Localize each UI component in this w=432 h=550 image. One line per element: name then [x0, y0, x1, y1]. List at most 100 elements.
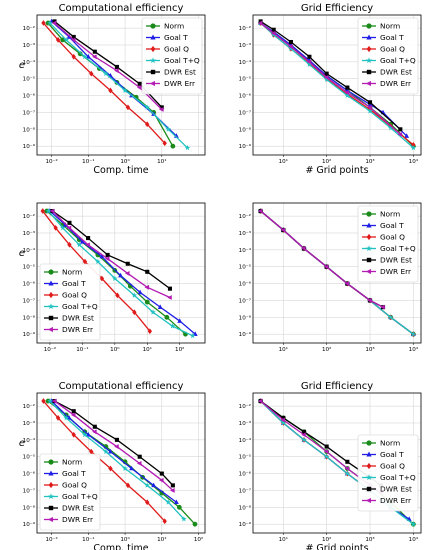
legend-entry: DWR Err — [362, 79, 412, 88]
x-tick-label: 10² — [194, 536, 203, 543]
x-tick-label: 10⁴ — [409, 536, 419, 543]
y-tick-label: 10⁻³ — [239, 230, 251, 237]
panel-5: 10⁻² 10⁻¹ 10⁰ 10¹ 10² 10⁻² 10⁻³ 10⁻⁴ 10⁻⁵ 10⁻⁶ 10⁻… — [19, 381, 206, 550]
data-point — [147, 328, 153, 335]
data-point — [103, 70, 109, 77]
series-line — [260, 22, 401, 135]
x-axis-label: Comp. time — [93, 543, 148, 550]
data-point — [345, 85, 350, 90]
series-dwr-est — [50, 209, 173, 291]
data-point — [151, 482, 157, 488]
legend-marker — [149, 57, 157, 64]
legend-marker — [47, 493, 55, 500]
legend-marker — [150, 34, 156, 40]
legend-marker — [366, 257, 372, 263]
legend-label: Norm — [62, 268, 82, 277]
x-tick-label: 10² — [322, 346, 331, 353]
data-point — [144, 104, 151, 110]
series-goal-t — [49, 398, 179, 505]
legend-entry: Goal T — [44, 469, 86, 478]
y-tick-label: 10⁻⁶ — [23, 471, 36, 478]
legend: Norm Goal T Goal Q Goal T+Q DWR Est DWR Err — [357, 17, 419, 95]
data-point — [307, 54, 312, 59]
data-point — [159, 107, 164, 112]
x-axis-label: # Grid points — [305, 165, 368, 176]
data-point — [82, 258, 88, 265]
data-point — [92, 49, 97, 54]
data-point — [345, 459, 350, 464]
legend-entry: DWR Est — [44, 314, 94, 323]
legend-entry: DWR Err — [44, 325, 94, 334]
legend-entry: Goal T — [362, 450, 404, 459]
data-point — [92, 424, 97, 429]
data-point — [92, 54, 97, 60]
plot-frame — [36, 202, 206, 344]
y-tick-label: 10⁻² — [23, 213, 35, 220]
data-point — [144, 284, 150, 290]
legend-marker — [366, 486, 372, 492]
data-point — [125, 104, 131, 111]
legend-label: Goal T+Q — [380, 473, 416, 482]
panel-1: 10⁻² 10⁻¹ 10⁰ 10¹ 10⁻² 10⁻³ 10⁻⁴ 10⁻⁵ 10⁻⁶ 10⁻⁷ 10… — [19, 3, 206, 176]
data-point — [184, 144, 191, 151]
legend-marker — [48, 291, 54, 299]
data-point — [404, 133, 410, 138]
data-point — [47, 398, 53, 404]
legend-entry: Goal Q — [362, 45, 405, 54]
y-tick-label: 10⁻⁹ — [239, 331, 252, 338]
y-tick-label: 10⁻⁵ — [239, 454, 251, 461]
data-point — [53, 225, 58, 231]
legend-marker — [366, 23, 372, 29]
series-dwr-est — [52, 399, 175, 488]
data-point — [397, 131, 403, 137]
y-tick-label: 10⁻⁴ — [239, 247, 252, 254]
y-tick-label: 10⁻⁴ — [239, 437, 252, 444]
y-tick-label: 10⁻⁸ — [239, 126, 252, 133]
data-point — [85, 242, 90, 248]
data-point — [288, 39, 293, 45]
panel-2: 10¹ 10² 10³ 10⁴ 10⁻² 10⁻³ 10⁻⁴ 10⁻⁵ 10⁻⁶ 10⁻⁷ 10⁻⁸… — [239, 3, 422, 176]
data-point — [125, 482, 131, 489]
data-point — [136, 85, 142, 90]
data-point — [181, 516, 187, 522]
y-tick-label: 10⁻⁵ — [23, 264, 35, 271]
data-point — [122, 465, 128, 471]
data-point — [105, 252, 110, 257]
legend-label: Norm — [380, 22, 400, 31]
x-tick-label: 10¹ — [157, 536, 166, 543]
x-tick-label: 10⁻¹ — [82, 158, 94, 165]
data-point — [323, 74, 329, 80]
data-point — [86, 236, 91, 241]
legend-entry: DWR Est — [362, 485, 412, 494]
y-tick-label: 10⁻⁴ — [23, 247, 36, 254]
data-point — [288, 45, 294, 52]
data-point — [257, 20, 263, 26]
data-point — [323, 453, 330, 460]
legend-marker — [150, 45, 156, 53]
legend-label: Goal T+Q — [380, 244, 416, 253]
data-point — [70, 37, 76, 43]
legend-entry: Goal Q — [44, 291, 87, 300]
data-point — [145, 499, 150, 506]
data-point — [122, 87, 128, 93]
legend-entry: DWR Est — [44, 504, 94, 513]
legend-label: Norm — [164, 22, 184, 31]
series-dwr-err — [51, 398, 175, 493]
legend-entry: Goal T+Q — [44, 492, 98, 501]
legend-label: DWR Est — [380, 68, 412, 77]
data-point — [99, 253, 105, 259]
y-tick-label: 10⁻⁷ — [23, 487, 35, 494]
legend-label: DWR Err — [164, 79, 196, 88]
data-point — [79, 239, 85, 244]
data-point — [63, 414, 70, 421]
legend-entry: Goal T — [146, 33, 188, 42]
data-point — [150, 309, 156, 315]
data-point — [367, 100, 373, 105]
data-point — [301, 432, 306, 438]
data-point — [270, 30, 276, 36]
data-point — [170, 488, 175, 493]
data-point — [47, 20, 53, 26]
y-tick-label: 10⁻² — [239, 213, 251, 220]
y-tick-label: 10⁻⁷ — [23, 297, 35, 304]
